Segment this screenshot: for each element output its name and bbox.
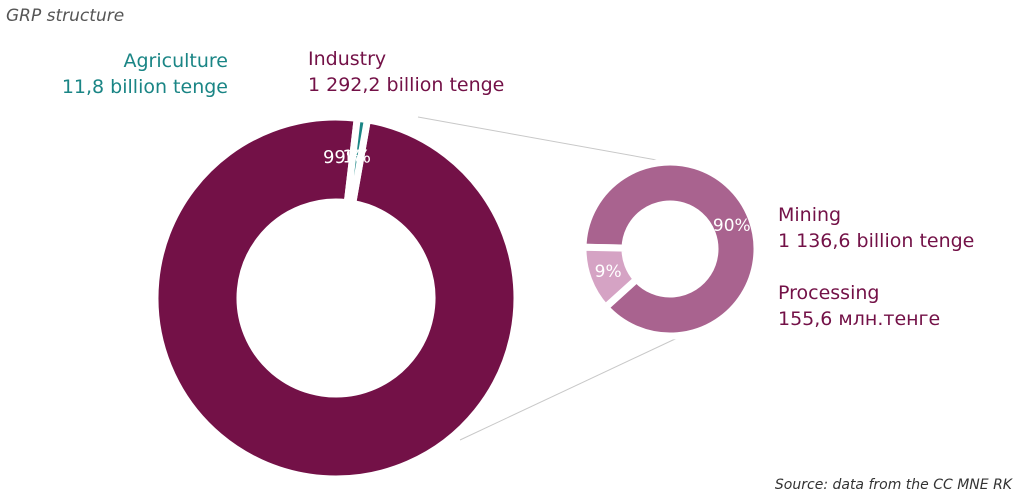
mining-value: 1 136,6 billion tenge: [778, 230, 975, 252]
processing-name: Processing: [778, 282, 880, 304]
processing-label: Processing 155,6 млн.тенге: [778, 280, 940, 332]
percent-labels: 99%1% 90% 9%: [323, 147, 751, 283]
source-note: Source: data from the CC MNE RK: [774, 477, 1012, 493]
chart-title: GRP structure: [6, 6, 125, 26]
industry-percent-label: 99%: [323, 147, 363, 168]
processing-value: 155,6 млн.тенге: [778, 308, 941, 330]
agriculture-name: Agriculture: [123, 50, 229, 72]
agriculture-value: 11,8 billion tenge: [61, 76, 228, 98]
main-donut: [151, 113, 521, 483]
connector-line-top: [417, 116, 691, 167]
industry-label: Industry 1 292,2 billion tenge: [308, 46, 504, 98]
industry-breakdown-donut: [579, 158, 761, 340]
processing-percent-label: 9%: [595, 262, 622, 282]
agriculture-label: Agriculture 11,8 billion tenge: [62, 48, 228, 100]
industry-name: Industry: [308, 48, 387, 70]
mining-label: Mining 1 136,6 billion tenge: [778, 202, 974, 254]
industry-value: 1 292,2 billion tenge: [308, 74, 505, 96]
mining-percent-label: 90%: [713, 216, 751, 236]
mining-name: Mining: [778, 204, 842, 226]
connector-line-bottom: [459, 331, 691, 441]
agriculture-slice: [343, 114, 372, 208]
agriculture-percent-label: 1%: [342, 147, 371, 168]
processing-slice: [579, 243, 642, 313]
industry-slice: [151, 113, 521, 483]
